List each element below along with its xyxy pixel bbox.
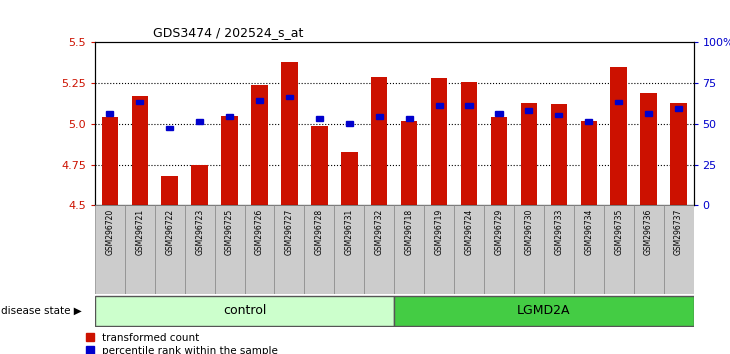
Text: GSM296723: GSM296723 [195,209,204,255]
FancyBboxPatch shape [604,205,634,294]
FancyBboxPatch shape [95,296,394,326]
FancyBboxPatch shape [424,205,454,294]
Text: GSM296719: GSM296719 [434,209,444,255]
Text: GSM296731: GSM296731 [345,209,354,255]
Bar [371,77,388,205]
Text: GSM296728: GSM296728 [315,209,324,255]
FancyBboxPatch shape [304,205,334,294]
Text: GSM296736: GSM296736 [644,209,653,255]
Bar [346,121,353,126]
Bar [431,78,447,205]
Bar [107,111,113,116]
Text: GSM296732: GSM296732 [374,209,384,255]
Text: LGMD2A: LGMD2A [517,304,571,317]
Bar [376,114,383,119]
Bar [670,103,687,205]
FancyBboxPatch shape [574,205,604,294]
Bar [166,126,173,130]
FancyBboxPatch shape [454,205,484,294]
Bar [341,152,358,205]
Text: GSM296735: GSM296735 [614,209,623,255]
FancyBboxPatch shape [394,296,694,326]
Bar [251,85,268,205]
Text: control: control [223,304,266,317]
FancyBboxPatch shape [95,205,125,294]
FancyBboxPatch shape [185,205,215,294]
Text: GSM296730: GSM296730 [524,209,534,255]
Bar [585,119,592,124]
Text: GSM296725: GSM296725 [225,209,234,255]
Text: GSM296737: GSM296737 [674,209,683,255]
Bar [196,119,203,124]
Bar [281,62,298,205]
Bar [496,111,502,116]
Bar [556,113,562,118]
Bar [491,118,507,205]
FancyBboxPatch shape [394,205,424,294]
FancyBboxPatch shape [364,205,394,294]
Bar [101,118,118,205]
FancyBboxPatch shape [274,205,304,294]
Bar [221,116,238,205]
Bar [311,126,328,205]
FancyBboxPatch shape [155,205,185,294]
FancyBboxPatch shape [245,205,274,294]
Text: GDS3474 / 202524_s_at: GDS3474 / 202524_s_at [153,26,304,39]
Bar [550,104,567,205]
Text: GSM296726: GSM296726 [255,209,264,255]
Text: disease state ▶: disease state ▶ [1,306,82,316]
Bar [580,121,597,205]
Bar [675,106,682,111]
FancyBboxPatch shape [514,205,544,294]
FancyBboxPatch shape [125,205,155,294]
Bar [286,95,293,99]
Bar [461,81,477,205]
Bar [645,111,652,116]
Bar [191,165,208,205]
Bar [466,103,472,108]
Bar [436,103,442,108]
Legend: transformed count, percentile rank within the sample: transformed count, percentile rank withi… [85,333,278,354]
Bar [256,98,263,103]
FancyBboxPatch shape [664,205,694,294]
Bar [226,114,233,119]
Text: GSM296718: GSM296718 [404,209,414,255]
Bar [526,108,532,113]
Text: GSM296734: GSM296734 [584,209,593,255]
Bar [137,100,143,104]
Bar [520,103,537,205]
Text: GSM296729: GSM296729 [494,209,504,255]
Bar [615,100,622,104]
FancyBboxPatch shape [215,205,245,294]
FancyBboxPatch shape [484,205,514,294]
Text: GSM296724: GSM296724 [464,209,474,255]
Bar [131,96,148,205]
Text: GSM296733: GSM296733 [554,209,564,255]
Bar [640,93,657,205]
Bar [401,121,418,205]
Text: GSM296720: GSM296720 [105,209,115,255]
FancyBboxPatch shape [634,205,664,294]
FancyBboxPatch shape [544,205,574,294]
Bar [406,116,412,121]
Text: GSM296727: GSM296727 [285,209,294,255]
Text: GSM296721: GSM296721 [135,209,145,255]
Text: GSM296722: GSM296722 [165,209,174,255]
Bar [161,176,178,205]
Bar [610,67,627,205]
Bar [316,116,323,121]
FancyBboxPatch shape [334,205,364,294]
